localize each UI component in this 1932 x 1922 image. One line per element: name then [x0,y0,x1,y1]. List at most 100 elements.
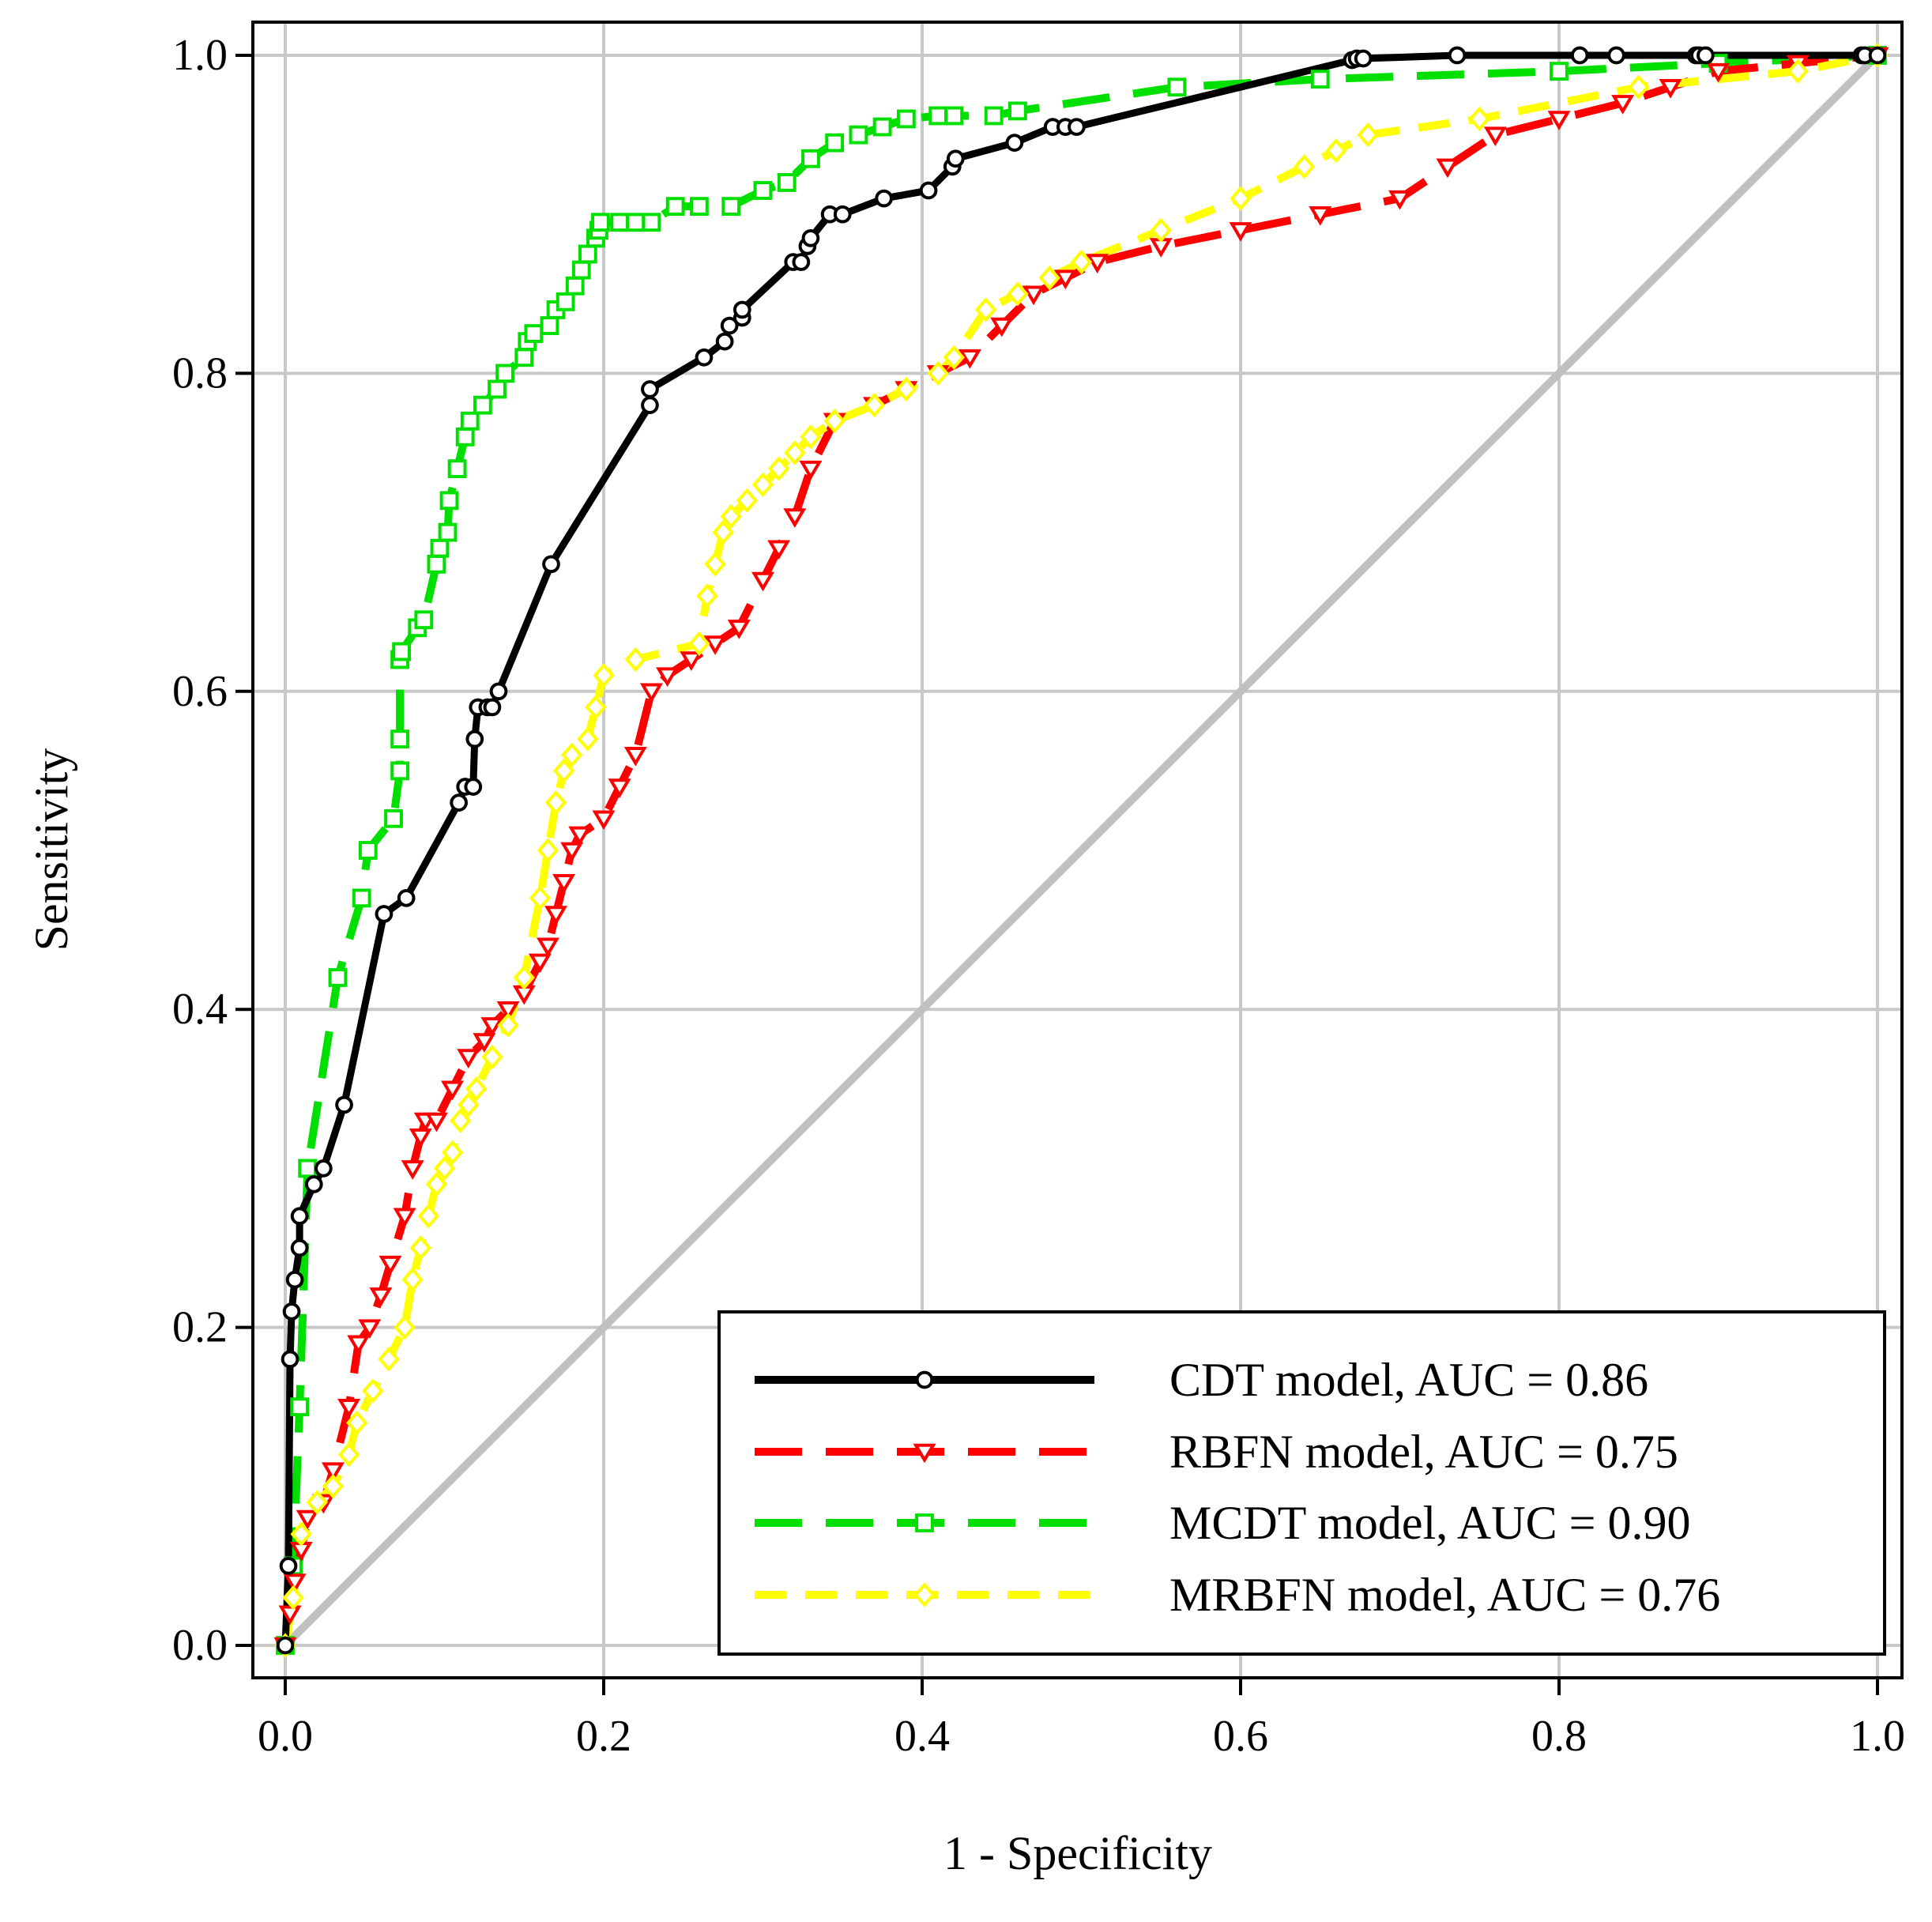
data-point [296,1509,319,1530]
data-point [449,1108,472,1133]
data-point [1547,111,1571,130]
data-point [480,1017,504,1037]
data-point [414,610,434,630]
data-point [438,522,458,542]
data-point [290,1238,309,1257]
data-point [424,1112,448,1132]
data-point [1022,285,1045,306]
x-tick-label: 0.6 [1213,1712,1268,1761]
data-point [608,778,631,798]
data-point [1550,62,1569,81]
data-point [1229,222,1252,242]
data-point [458,1092,480,1117]
data-point [875,189,893,208]
data-point [944,106,964,126]
data-point [401,1160,424,1180]
data-point [481,1044,503,1070]
data-point [690,197,709,217]
data-point [378,1255,402,1276]
reference-diagonal [282,52,1881,1649]
data-point [536,937,559,958]
data-point [544,906,568,925]
legend-entries: CDT model, AUC = 0.86 RBFN model, AUC = 0… [755,1354,1720,1621]
x-tick-label: 0.4 [894,1712,950,1761]
data-point [529,885,552,911]
y-axis-title: Sensitivity [25,748,77,952]
data-point [1007,281,1029,307]
data-point [1468,106,1490,132]
data-point [489,682,508,701]
y-tick-label: 0.2 [172,1303,228,1352]
data-point [733,300,751,319]
series-markers [273,43,1889,1658]
data-point [283,1573,307,1593]
data-point [665,197,685,217]
data-point [801,149,820,168]
data-point [927,360,949,386]
data-point [1357,122,1379,148]
y-tick-label: 1.0 [172,31,228,80]
data-point [465,1076,488,1102]
data-point [751,571,774,592]
data-point [727,620,751,639]
series-line-square [281,51,1878,1646]
data-point [736,488,759,514]
data-point [863,392,886,418]
data-point [384,808,403,828]
data-point [895,376,917,402]
data-point [433,1155,456,1181]
data-point [896,109,916,129]
data-point [823,409,845,434]
data-point [626,213,646,232]
data-point [1570,46,1589,65]
data-point [591,213,610,232]
data-point [540,316,559,335]
data-point [392,642,411,661]
data-point [1628,74,1650,100]
data-point [990,317,1014,337]
data-point [641,396,659,414]
data-point [974,297,997,322]
data-point [943,345,965,370]
data-point [409,1235,431,1261]
data-point [592,810,616,831]
x-axis-title: 1 - Specificity [943,1827,1212,1879]
data-point [593,662,615,688]
data-point [285,1270,304,1289]
data-point [639,683,663,703]
data-point [375,905,394,923]
data-point [1607,46,1625,65]
data-point [450,793,468,812]
data-point [1038,265,1060,291]
data-point [425,1171,448,1197]
y-tick-label: 0.6 [172,667,228,716]
data-point [792,253,811,271]
data-point [1008,101,1027,121]
legend-marker [915,1370,934,1389]
plot-frame [251,21,1904,1679]
legend: CDT model, AUC = 0.86 RBFN model, AUC = 0… [717,1310,1886,1656]
series-points-circle [276,46,1887,1655]
data-point [328,968,348,987]
data-point [513,965,535,990]
data-point [542,555,560,574]
data-point [578,244,597,264]
series-points-diamond [274,43,1889,1658]
data-point [610,213,630,232]
data-point [919,181,938,200]
legend-label: MCDT model, AUC = 0.90 [1169,1497,1690,1549]
data-point [984,106,1004,126]
data-point [488,379,507,399]
x-tick-label: 0.2 [576,1712,631,1761]
x-tick-label: 1.0 [1850,1712,1905,1761]
data-point [397,889,416,907]
legend-marker [915,1513,934,1532]
legend-marker [913,1582,936,1607]
data-point [1436,158,1459,179]
data-point [1230,186,1252,211]
data-point [1005,134,1024,153]
data-point [278,1605,302,1626]
data-point [560,842,584,862]
data-point [290,1521,312,1547]
